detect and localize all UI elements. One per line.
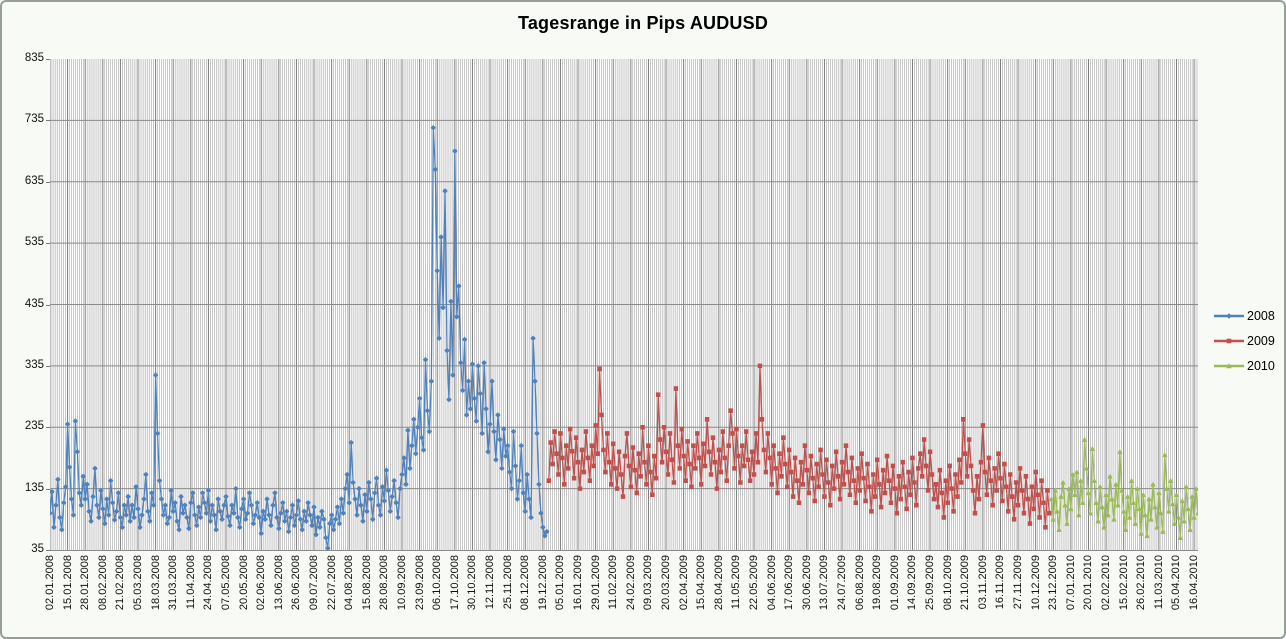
x-tick-label: 26.02.2010 bbox=[1135, 555, 1148, 611]
x-tick-label: 14.09.2009 bbox=[906, 555, 919, 611]
x-tick-label: 17.06.2009 bbox=[783, 555, 796, 611]
y-tick-label: 635 bbox=[24, 174, 44, 187]
x-tick-label: 13.06.2008 bbox=[272, 555, 285, 611]
y-tick-label: 535 bbox=[24, 236, 44, 249]
triangle-marker-icon bbox=[1214, 362, 1244, 368]
x-tick-label: 02.04.2009 bbox=[677, 555, 690, 611]
x-tick-label: 30.10.2008 bbox=[466, 555, 479, 611]
x-tick-label: 16.11.2009 bbox=[994, 555, 1007, 610]
y-tick-mark bbox=[46, 427, 50, 429]
x-tick-label: 07.01.2010 bbox=[1064, 555, 1077, 611]
chart-plot-svg bbox=[50, 59, 1198, 550]
x-tick-label: 25.11.2008 bbox=[501, 555, 514, 610]
x-tick-label: 04.08.2008 bbox=[343, 555, 356, 611]
x-tick-label: 10.12.2009 bbox=[1029, 555, 1042, 611]
x-tick-label: 28.04.2009 bbox=[712, 555, 725, 611]
x-tick-label: 13.07.2009 bbox=[818, 555, 831, 611]
y-tick-label: 835 bbox=[24, 52, 44, 64]
x-tick-label: 23.12.2009 bbox=[1047, 555, 1060, 611]
y-tick-mark bbox=[46, 59, 50, 60]
legend-label: 2010 bbox=[1247, 358, 1275, 373]
x-tick-label: 18.03.2008 bbox=[149, 555, 162, 611]
legend-label: 2008 bbox=[1247, 308, 1275, 323]
square-marker-icon bbox=[1214, 338, 1244, 343]
x-tick-label: 08.02.2008 bbox=[96, 555, 109, 611]
x-tick-label: 16.04.2010 bbox=[1188, 555, 1201, 611]
x-tick-label: 21.10.2009 bbox=[959, 555, 972, 611]
legend-label: 2009 bbox=[1247, 333, 1275, 348]
x-tick-label: 28.01.2008 bbox=[79, 555, 92, 611]
legend-item-2009: 2009 bbox=[1213, 328, 1275, 353]
diamond-marker-icon bbox=[1214, 312, 1244, 319]
y-tick-mark bbox=[46, 365, 50, 367]
x-tick-label: 02.01.2008 bbox=[44, 555, 56, 611]
x-tick-label: 23.09.2008 bbox=[413, 555, 426, 611]
y-tick-label: 235 bbox=[24, 420, 44, 433]
x-tick-label: 04.06.2009 bbox=[765, 555, 778, 611]
x-tick-label: 31.03.2008 bbox=[167, 555, 180, 611]
y-tick-mark bbox=[46, 488, 50, 490]
y-tick-mark bbox=[46, 120, 50, 122]
x-tick-label: 02.06.2008 bbox=[255, 555, 268, 611]
x-tick-label: 15.04.2009 bbox=[695, 555, 708, 611]
x-tick-label: 24.07.2009 bbox=[836, 555, 849, 611]
y-tick-label: 135 bbox=[24, 481, 44, 494]
x-tick-label: 22.07.2008 bbox=[325, 555, 338, 611]
x-tick-label: 11.05.2009 bbox=[730, 555, 743, 610]
y-tick-mark bbox=[46, 181, 50, 183]
x-tick-label: 24.04.2008 bbox=[202, 555, 215, 611]
x-tick-label: 06.10.2008 bbox=[431, 555, 444, 611]
x-tick-label: 28.08.2008 bbox=[378, 555, 391, 611]
x-tick-label: 29.01.2009 bbox=[589, 555, 602, 611]
x-tick-label: 09.03.2009 bbox=[642, 555, 655, 611]
x-tick-label: 08.12.2008 bbox=[519, 555, 532, 611]
x-tick-label: 11.04.2008 bbox=[184, 555, 197, 610]
x-tick-label: 12.11.2008 bbox=[484, 555, 497, 610]
y-tick-mark bbox=[46, 243, 50, 245]
x-tick-label: 27.11.2009 bbox=[1012, 555, 1025, 610]
x-tick-label: 09.07.2008 bbox=[308, 555, 321, 611]
x-tick-label: 05.01.2009 bbox=[554, 555, 567, 611]
x-tick-label: 02.02.2010 bbox=[1100, 555, 1113, 611]
x-tick-label: 20.05.2008 bbox=[237, 555, 250, 611]
x-tick-label: 01.09.2009 bbox=[888, 555, 901, 611]
x-tick-label: 08.10.2009 bbox=[941, 555, 954, 611]
x-tick-label: 25.09.2009 bbox=[924, 555, 937, 611]
x-tick-label: 21.02.2008 bbox=[114, 555, 127, 611]
x-tick-label: 05.03.2008 bbox=[132, 555, 144, 611]
x-tick-label: 05.04.2010 bbox=[1170, 555, 1183, 611]
x-tick-label: 15.01.2008 bbox=[61, 555, 74, 611]
y-tick-mark bbox=[46, 550, 50, 551]
x-tick-label: 20.01.2010 bbox=[1082, 555, 1095, 611]
x-tick-label: 19.12.2008 bbox=[536, 555, 549, 611]
y-tick-label: 435 bbox=[24, 297, 44, 310]
x-tick-label: 26.06.2008 bbox=[290, 555, 303, 611]
x-tick-label: 10.09.2008 bbox=[396, 555, 409, 611]
chart-title: Tagesrange in Pips AUDUSD bbox=[517, 13, 769, 33]
legend: 2008 2009 2010 bbox=[1213, 303, 1275, 378]
x-tick-label: 15.08.2008 bbox=[360, 555, 373, 611]
x-tick-label: 07.05.2008 bbox=[220, 555, 232, 611]
y-tick-label: 335 bbox=[24, 358, 44, 371]
x-tick-label: 22.05.2009 bbox=[748, 555, 761, 611]
plot-area bbox=[50, 59, 1198, 551]
x-tick-label: 11.03.2010 bbox=[1152, 555, 1165, 610]
x-tick-label: 19.08.2009 bbox=[871, 555, 884, 611]
x-tick-label: 17.10.2008 bbox=[448, 555, 461, 611]
y-tick-mark bbox=[46, 304, 50, 306]
x-tick-label: 15.02.2010 bbox=[1117, 555, 1130, 611]
x-tick-label: 24.02.2009 bbox=[624, 555, 637, 611]
y-tick-label: 735 bbox=[24, 113, 44, 126]
x-tick-label: 06.08.2009 bbox=[853, 555, 866, 611]
y-tick-label: 35 bbox=[31, 543, 44, 555]
x-tick-label: 20.03.2009 bbox=[660, 555, 673, 611]
x-tick-label: 30.06.2009 bbox=[800, 555, 813, 611]
legend-item-2008: 2008 bbox=[1213, 303, 1275, 328]
x-tick-label: 03.11.2009 bbox=[976, 555, 989, 610]
legend-item-2010: 2010 bbox=[1213, 353, 1275, 378]
x-tick-label: 11.02.2009 bbox=[607, 555, 620, 610]
x-tick-label: 16.01.2009 bbox=[572, 555, 585, 611]
